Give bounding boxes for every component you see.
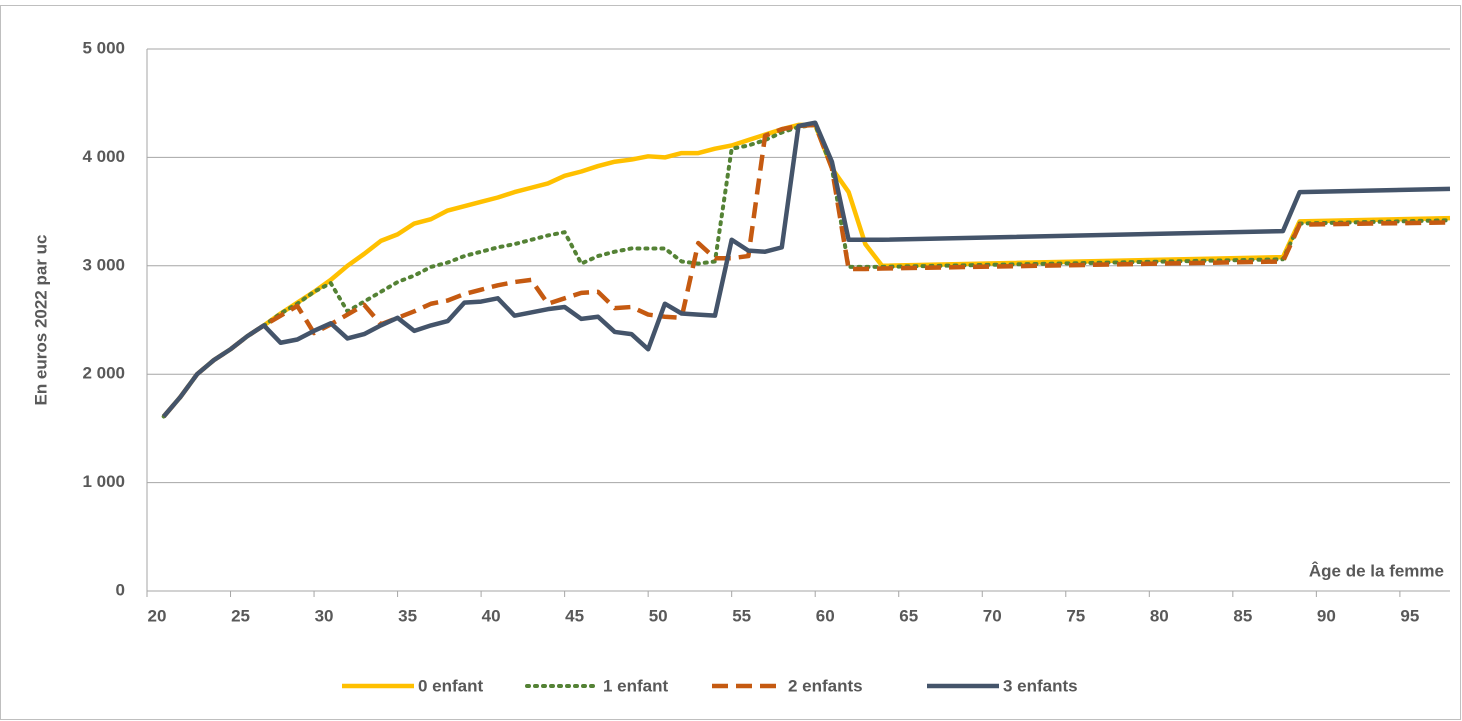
x-tick-label: 50	[649, 606, 668, 625]
x-tick-label: 40	[482, 606, 501, 625]
x-tick-label: 90	[1317, 606, 1336, 625]
x-tick-label: 70	[983, 606, 1002, 625]
x-tick-label: 60	[816, 606, 835, 625]
x-tick-label: 75	[1066, 606, 1085, 625]
x-tick-label: 55	[732, 606, 751, 625]
x-tick-label: 45	[565, 606, 584, 625]
x-axis-label: Âge de la femme	[1309, 561, 1444, 580]
x-tick-label: 85	[1233, 606, 1252, 625]
x-tick-label: 35	[398, 606, 417, 625]
series-line	[161, 122, 1452, 419]
x-tick-label: 25	[231, 606, 250, 625]
x-tick-label: 95	[1400, 606, 1419, 625]
y-tick-label: 0	[116, 580, 125, 599]
x-tick-label: 80	[1150, 606, 1169, 625]
y-axis-label: En euros 2022 par uc	[31, 234, 50, 405]
y-tick-label: 4 000	[82, 147, 125, 166]
y-tick-label: 3 000	[82, 255, 125, 274]
legend-label: 3 enfants	[1003, 676, 1078, 695]
y-tick-label: 5 000	[82, 38, 125, 57]
legend-label: 2 enfants	[788, 676, 863, 695]
x-tick-label: 30	[315, 606, 334, 625]
legend-label: 1 enfant	[603, 676, 669, 695]
series-line	[161, 120, 1451, 418]
y-tick-label: 1 000	[82, 472, 125, 491]
series-line	[161, 122, 1451, 418]
chart-frame	[0, 5, 1461, 720]
series-line	[161, 122, 1451, 418]
x-tick-label: 20	[148, 606, 167, 625]
x-tick-label: 65	[899, 606, 918, 625]
y-tick-label: 2 000	[82, 364, 125, 383]
legend-label: 0 enfant	[418, 676, 484, 695]
